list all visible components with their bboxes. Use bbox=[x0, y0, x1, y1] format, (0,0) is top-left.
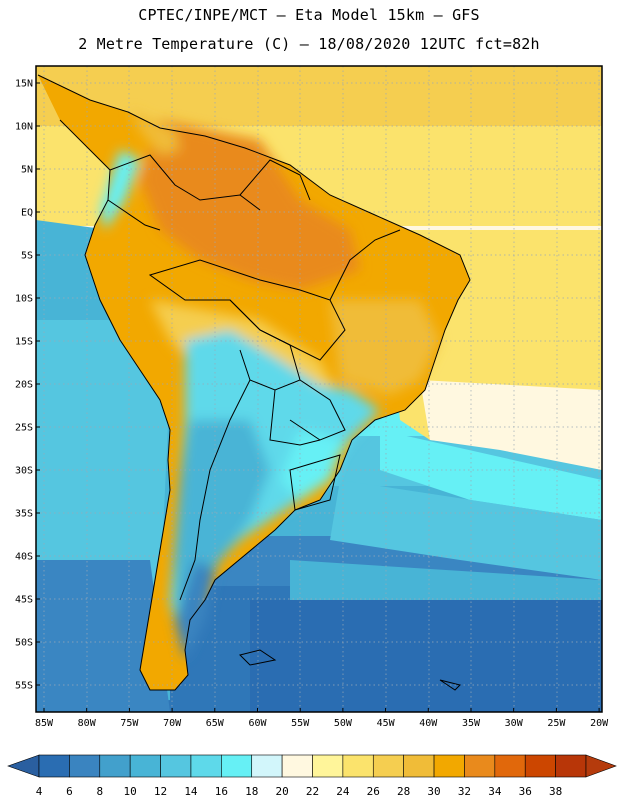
map-title-line-2: 2 Metre Temperature (C) – 18/08/2020 12U… bbox=[78, 35, 540, 53]
map-frame bbox=[35, 65, 603, 713]
lon-label: 65W bbox=[206, 718, 225, 729]
colorbar-label: 14 bbox=[184, 785, 198, 798]
colorbar-label: 34 bbox=[488, 785, 502, 798]
lon-label: 30W bbox=[505, 718, 524, 729]
colorbar-swatch bbox=[494, 754, 526, 778]
lon-label: 80W bbox=[78, 718, 97, 729]
lon-label: 75W bbox=[120, 718, 139, 729]
lat-label: 45S bbox=[15, 595, 33, 606]
lat-label: 5N bbox=[21, 165, 33, 176]
colorbar-label: 32 bbox=[458, 785, 471, 798]
colorbar-swatch bbox=[281, 754, 313, 778]
lon-label: 55W bbox=[291, 718, 310, 729]
lon-label: 70W bbox=[163, 718, 182, 729]
colorbar-swatch bbox=[403, 754, 435, 778]
colorbar-label: 10 bbox=[124, 785, 137, 798]
colorbar-label: 4 bbox=[36, 785, 43, 798]
colorbar-swatch bbox=[38, 754, 70, 778]
lat-label: 20S bbox=[15, 380, 33, 391]
temperature-field bbox=[36, 66, 602, 712]
colorbar-swatch bbox=[524, 754, 556, 778]
colorbar-label: 30 bbox=[427, 785, 440, 798]
colorbar-label: 12 bbox=[154, 785, 167, 798]
lat-label: 10S bbox=[15, 294, 33, 305]
lat-label: 5S bbox=[21, 251, 33, 262]
colorbar-label: 18 bbox=[245, 785, 258, 798]
colorbar-low-arrow bbox=[7, 754, 40, 778]
colorbar-label: 6 bbox=[66, 785, 73, 798]
lat-label: EQ bbox=[21, 208, 33, 219]
lat-label: 35S bbox=[15, 509, 33, 520]
lat-label: 15N bbox=[15, 79, 33, 90]
colorbar-label: 8 bbox=[96, 785, 103, 798]
lon-label: 50W bbox=[334, 718, 353, 729]
colorbar-swatch bbox=[372, 754, 404, 778]
colorbar-label: 24 bbox=[336, 785, 350, 798]
lon-label: 20W bbox=[590, 718, 609, 729]
colorbar-swatch bbox=[251, 754, 283, 778]
lat-label: 30S bbox=[15, 466, 33, 477]
colorbar-swatch bbox=[69, 754, 101, 778]
map-title-line-1: CPTEC/INPE/MCT – Eta Model 15km – GFS bbox=[138, 6, 480, 24]
colorbar-swatch bbox=[160, 754, 192, 778]
colorbar-label: 36 bbox=[519, 785, 532, 798]
lat-label: 55S bbox=[15, 681, 33, 692]
colorbar-swatch bbox=[312, 754, 344, 778]
lat-label: 25S bbox=[15, 423, 33, 434]
lat-label: 40S bbox=[15, 552, 33, 563]
colorbar-label: 38 bbox=[549, 785, 562, 798]
colorbar-swatch bbox=[433, 754, 465, 778]
colorbar-swatch bbox=[464, 754, 496, 778]
colorbar-label: 22 bbox=[306, 785, 319, 798]
coastlines-and-borders bbox=[37, 74, 471, 691]
lon-label: 25W bbox=[547, 718, 566, 729]
lon-label: 45W bbox=[377, 718, 396, 729]
colorbar-swatch bbox=[190, 754, 222, 778]
colorbar-label: 28 bbox=[397, 785, 410, 798]
colorbar-swatch bbox=[99, 754, 131, 778]
lon-label: 60W bbox=[248, 718, 267, 729]
colorbar-swatch bbox=[342, 754, 374, 778]
colorbar: 4 6 8 10 12 14 16 18 20 22 24 26 28 30 32 34 36 38 bbox=[7, 754, 617, 798]
longitude-labels: 85W 80W 75W 70W 65W 60W 55W 50W 45W 40W 35W 30W 25W 2… bbox=[35, 708, 609, 729]
colorbar-label: 16 bbox=[215, 785, 228, 798]
colorbar-swatch bbox=[129, 754, 161, 778]
colorbar-swatch bbox=[221, 754, 253, 778]
lon-label: 85W bbox=[35, 718, 54, 729]
colorbar-swatch bbox=[555, 754, 587, 778]
lat-label: 15S bbox=[15, 337, 33, 348]
lon-label: 40W bbox=[419, 718, 438, 729]
lon-label: 35W bbox=[462, 718, 481, 729]
colorbar-label: 20 bbox=[275, 785, 288, 798]
lat-label: 50S bbox=[15, 638, 33, 649]
latitude-labels: 15N 10N 5N EQ 5S 10S 15S 20S 25S 30S 35S 40S 45S 50S 5… bbox=[15, 79, 40, 692]
lat-label: 10N bbox=[15, 122, 33, 133]
colorbar-high-arrow bbox=[585, 754, 617, 778]
colorbar-label: 26 bbox=[367, 785, 380, 798]
